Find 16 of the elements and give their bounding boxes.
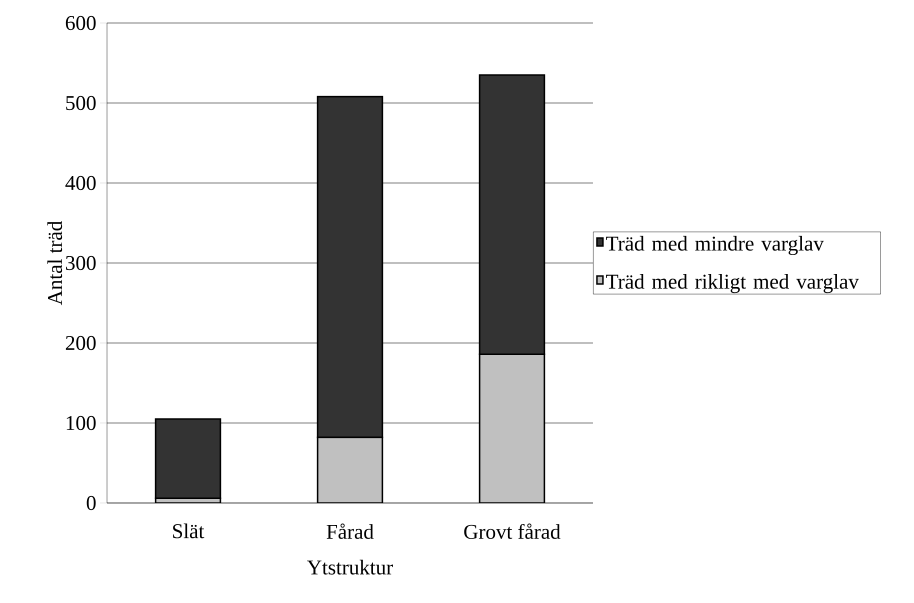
x-tick-label: Grovt fårad: [464, 524, 560, 539]
y-tick-label: 200: [66, 336, 96, 350]
bar: [316, 436, 384, 503]
x-tick-label: Fårad: [326, 524, 374, 539]
y-tick-label: 0: [86, 496, 96, 510]
y-tick-label: 500: [66, 96, 96, 110]
legend-label: Träd med mindre varglav: [606, 236, 824, 256]
y-tick-label: 100: [66, 416, 96, 430]
y-tick-label: 600: [66, 16, 96, 30]
x-tick-label: Slät: [173, 524, 204, 538]
y-tick-label: 400: [65, 176, 96, 190]
y-tick-label: 300: [66, 256, 96, 270]
legend-label: Träd med rikligt med varglav: [606, 274, 859, 294]
bar: [478, 353, 546, 503]
y-axis-title: Antal träd: [47, 220, 62, 306]
x-axis-title: Ytstruktur: [307, 560, 393, 575]
